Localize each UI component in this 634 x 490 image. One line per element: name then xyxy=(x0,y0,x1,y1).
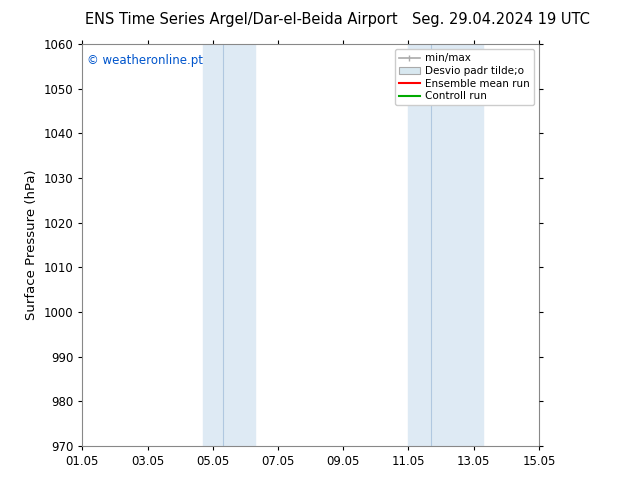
Bar xyxy=(408,44,431,446)
Bar xyxy=(203,44,223,446)
Text: Seg. 29.04.2024 19 UTC: Seg. 29.04.2024 19 UTC xyxy=(412,12,590,27)
Bar xyxy=(431,44,484,446)
Y-axis label: Surface Pressure (hPa): Surface Pressure (hPa) xyxy=(25,170,38,320)
Bar xyxy=(223,44,256,446)
Text: © weatheronline.pt: © weatheronline.pt xyxy=(87,54,203,67)
Legend: min/max, Desvio padr tilde;o, Ensemble mean run, Controll run: min/max, Desvio padr tilde;o, Ensemble m… xyxy=(394,49,534,105)
Text: ENS Time Series Argel/Dar-el-Beida Airport: ENS Time Series Argel/Dar-el-Beida Airpo… xyxy=(84,12,398,27)
